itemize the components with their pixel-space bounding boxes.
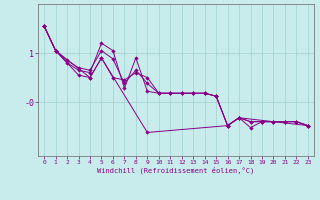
X-axis label: Windchill (Refroidissement éolien,°C): Windchill (Refroidissement éolien,°C) — [97, 167, 255, 174]
